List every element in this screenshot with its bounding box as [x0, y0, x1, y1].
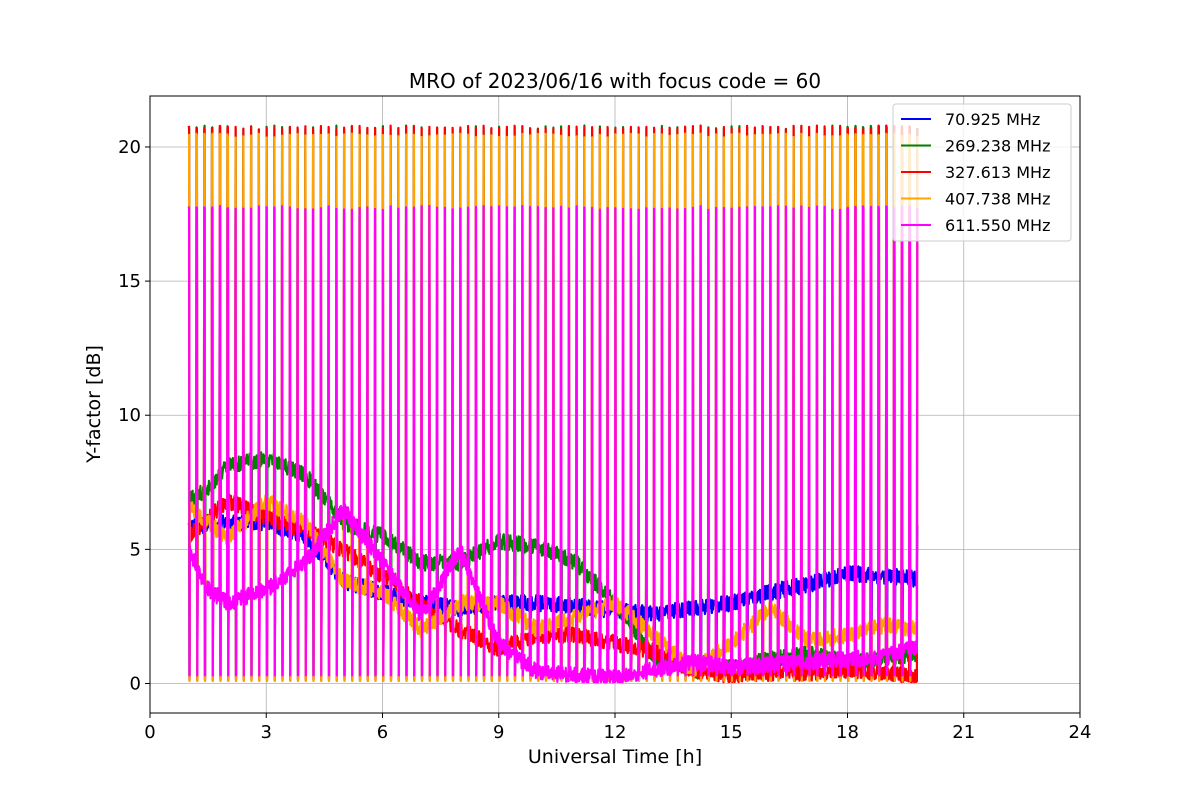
legend: 70.925 MHz 269.238 MHz 327.613 MHz 407.738 … [892, 103, 1072, 242]
chart-title: MRO of 2023/06/16 with focus code = 60 [409, 69, 821, 93]
x-tick-label: 12 [604, 722, 627, 743]
x-tick-label: 6 [377, 722, 388, 743]
axis-ticks: 0 3 6 9 12 15 18 21 24 0 5 10 15 20 [118, 137, 1091, 743]
x-tick-label: 0 [144, 722, 155, 743]
legend-label: 269.238 MHz [945, 137, 1050, 156]
x-tick-label: 18 [836, 722, 859, 743]
x-tick-label: 3 [261, 722, 272, 743]
y-tick-label: 5 [130, 539, 141, 560]
y-tick-label: 10 [118, 405, 141, 426]
legend-box [892, 103, 1072, 242]
legend-label: 327.613 MHz [945, 163, 1050, 182]
legend-label: 70.925 MHz [945, 110, 1040, 129]
x-tick-label: 24 [1069, 722, 1092, 743]
legend-label: 611.550 MHz [945, 216, 1050, 235]
legend-label: 407.738 MHz [945, 190, 1050, 209]
y-tick-label: 15 [118, 271, 141, 292]
x-tick-label: 15 [720, 722, 743, 743]
y-tick-label: 20 [118, 137, 141, 158]
series-line [187, 204, 919, 684]
y-axis-title: Y-factor [dB] [83, 345, 105, 464]
series-lines [187, 124, 919, 684]
x-tick-label: 9 [493, 722, 504, 743]
x-axis-title: Universal Time [h] [528, 746, 702, 768]
x-tick-label: 21 [952, 722, 975, 743]
y-tick-label: 0 [130, 673, 141, 694]
